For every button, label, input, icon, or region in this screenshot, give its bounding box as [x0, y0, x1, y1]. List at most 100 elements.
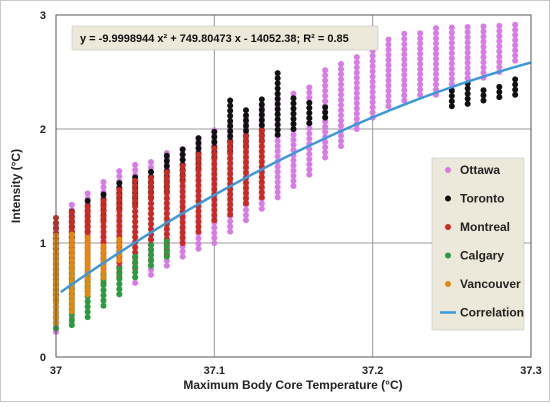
data-point [369, 94, 376, 101]
data-point [496, 48, 503, 55]
data-point [243, 127, 249, 134]
data-point [148, 210, 154, 217]
data-point [116, 270, 123, 277]
data-point [227, 170, 234, 177]
data-point [179, 163, 186, 170]
data-point [68, 322, 75, 329]
data-point [116, 212, 123, 219]
data-point [385, 51, 392, 58]
data-point [274, 85, 281, 92]
data-point [211, 133, 218, 140]
data-point [338, 61, 344, 68]
data-point [338, 76, 344, 83]
data-point [258, 153, 265, 160]
data-point [116, 241, 123, 248]
legend: Ottawa Toronto Montreal Calgary Vancouver Cor… [431, 157, 525, 331]
data-point [258, 184, 265, 191]
data-point [306, 84, 313, 91]
data-point [84, 208, 91, 215]
data-point [84, 197, 91, 204]
data-point [179, 253, 186, 260]
data-point [148, 175, 154, 182]
data-point [195, 213, 202, 220]
data-point [401, 51, 408, 58]
data-point [227, 206, 234, 213]
data-point [116, 236, 123, 243]
data-point [132, 218, 139, 225]
data-point [464, 34, 471, 41]
data-point [195, 161, 202, 168]
data-point [338, 112, 344, 119]
data-point [448, 70, 455, 77]
data-point [132, 203, 139, 210]
data-point [148, 164, 154, 171]
data-point [211, 201, 218, 208]
data-point [385, 92, 392, 99]
data-point [116, 207, 123, 214]
data-point [417, 66, 424, 73]
data-point [433, 40, 439, 47]
data-point [68, 214, 75, 221]
data-point [179, 193, 186, 200]
data-point [306, 135, 313, 142]
data-point [163, 230, 170, 237]
data-points [53, 21, 519, 335]
data-point [322, 149, 329, 156]
data-point [433, 55, 439, 62]
data-point [179, 234, 186, 241]
data-point [480, 92, 487, 99]
data-point [258, 173, 265, 180]
data-point [512, 57, 519, 64]
data-point [195, 151, 202, 158]
data-point [116, 180, 123, 187]
data-point [290, 131, 297, 138]
data-point [243, 200, 249, 207]
data-point [369, 78, 376, 85]
data-point [512, 86, 519, 93]
data-point [211, 171, 218, 178]
data-point [258, 148, 265, 155]
data-point [84, 224, 91, 231]
data-point [211, 155, 218, 162]
data-point [163, 174, 170, 181]
data-point [100, 274, 107, 281]
data-point [448, 92, 455, 99]
data-point [132, 244, 139, 251]
data-point [100, 269, 107, 276]
data-point [227, 144, 234, 151]
data-point [227, 160, 234, 167]
data-point [369, 99, 376, 106]
data-point [274, 131, 281, 138]
data-point [195, 187, 202, 194]
data-point [353, 84, 360, 91]
data-point [258, 132, 265, 139]
data-point [148, 159, 154, 166]
data-point [512, 76, 519, 83]
data-point [132, 167, 139, 174]
data-point [243, 169, 249, 176]
data-point [148, 257, 154, 264]
data-point [385, 41, 392, 48]
data-point [163, 210, 170, 217]
data-point [179, 178, 186, 185]
data-point [464, 44, 471, 51]
data-point [163, 163, 170, 170]
data-point [433, 76, 439, 83]
data-point [433, 66, 439, 73]
data-point [84, 275, 91, 282]
data-point [132, 193, 139, 200]
data-point [448, 50, 455, 57]
data-point [68, 303, 75, 310]
data-point [480, 54, 487, 61]
x-tick-label: 37 [50, 365, 62, 377]
data-point [148, 262, 154, 269]
data-point [100, 238, 107, 245]
data-point [68, 257, 75, 264]
data-point [84, 213, 91, 220]
data-point [243, 189, 249, 196]
data-point [100, 233, 107, 240]
data-point [68, 298, 75, 305]
data-point [68, 224, 75, 231]
data-point [338, 86, 344, 93]
data-point [306, 99, 313, 106]
